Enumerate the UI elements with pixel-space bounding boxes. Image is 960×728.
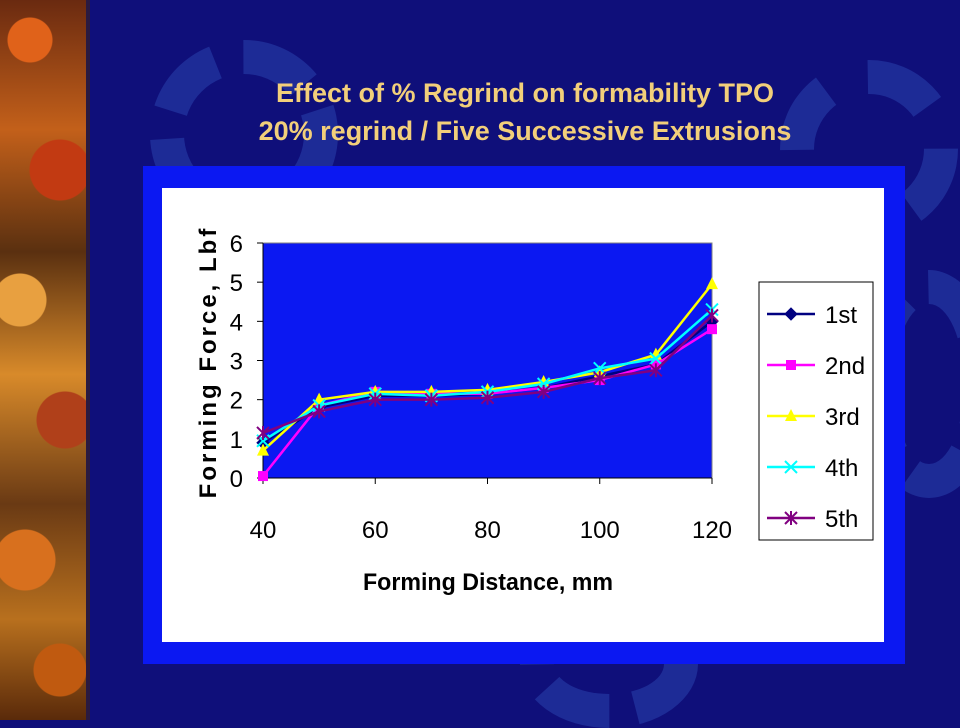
y-tick-label: 3 [230,349,243,376]
data-point-5th [256,425,270,440]
data-point-5th [312,404,326,419]
data-point-5th [368,392,382,407]
legend-label-5th: 5th [825,506,858,533]
slide-title-line1: Effect of % Regrind on formability TPO [275,78,775,108]
x-tick-label: 40 [250,517,277,544]
data-point-4th [649,351,663,366]
legend-marker-1st [784,307,798,321]
y-tick-label: 0 [230,466,243,493]
slide-title-line2: 20% regrind / Five Successive Extrusions [258,116,792,146]
legend-label-3rd: 3rd [825,404,860,431]
legend-label-1st: 1st [825,302,857,329]
data-point-3rd [257,443,269,456]
legend-label-2nd: 2nd [825,353,865,380]
legend-label-4th: 4th [825,455,858,482]
data-point-4th [593,361,607,376]
legend-marker-3rd [785,409,797,421]
x-axis-title: Forming Distance, mm [363,569,613,596]
data-point-2nd [258,471,268,482]
data-point-5th [705,308,719,323]
y-axis-title: Forming Force, Lbf [195,226,222,499]
y-tick-label: 2 [230,388,243,415]
legend-marker-5th [784,511,798,525]
y-tick-label: 6 [230,231,243,258]
data-point-5th [536,384,551,399]
data-point-2nd [707,324,717,335]
data-point-5th [649,363,663,378]
data-point-3rd [706,277,718,290]
data-point-5th [480,390,495,405]
y-tick-label: 5 [230,270,243,297]
x-tick-label: 100 [580,517,620,544]
y-tick-label: 4 [230,309,243,336]
legend-marker-2nd [786,360,796,370]
data-point-5th [424,392,439,407]
decorative-strip-edge [86,0,90,720]
x-tick-label: 80 [474,517,501,544]
legend-marker-4th [784,460,798,474]
decorative-left-strip [0,0,86,720]
legend-box [758,281,874,541]
x-tick-label: 60 [362,517,389,544]
x-tick-label: 120 [692,517,732,544]
data-point-5th [593,371,607,386]
y-tick-label: 1 [230,427,243,454]
